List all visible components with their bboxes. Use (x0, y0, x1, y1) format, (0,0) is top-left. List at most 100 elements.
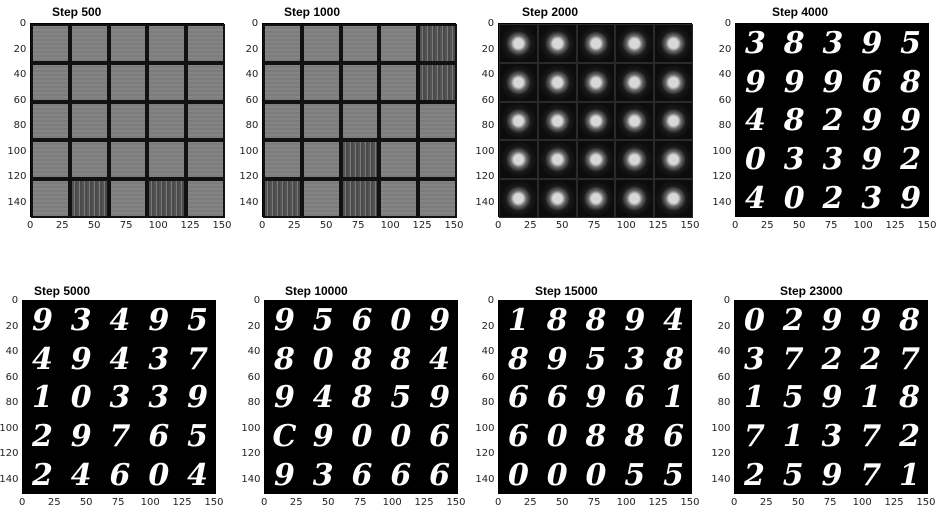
sample-cell: 9 (420, 379, 459, 418)
digit-glyph: 3 (821, 419, 843, 455)
y-tick-label: 40 (13, 69, 27, 81)
digit-glyph: 5 (187, 302, 209, 338)
sample-cell (301, 24, 341, 63)
sample-cell (654, 179, 693, 218)
sample-cell: 9 (891, 102, 930, 141)
sample-cell: 5 (178, 417, 217, 456)
y-tick-label: 100 (7, 145, 27, 157)
sample-cell (301, 101, 341, 141)
sample-cell: 9 (265, 301, 304, 340)
digit-glyph: 3 (861, 181, 883, 217)
y-tick-label: 60 (247, 371, 261, 383)
sample-image (30, 23, 225, 218)
sample-cell (340, 62, 380, 102)
x-tick-label: 150 (916, 497, 936, 508)
sample-cell (301, 140, 341, 180)
x-tick-label: 100 (616, 497, 636, 508)
digit-glyph: 8 (783, 103, 805, 139)
digit-glyph: 9 (31, 302, 53, 338)
x-tick-label: 0 (495, 497, 502, 508)
digit-glyph: 5 (782, 380, 804, 416)
x-tick-label: 75 (824, 220, 838, 231)
sample-cell: 9 (775, 63, 814, 102)
sample-cell: 4 (101, 340, 140, 379)
sample-cell: 0 (499, 456, 538, 495)
digit-glyph: 2 (860, 341, 882, 377)
sample-cell: 6 (615, 379, 654, 418)
sample-cell: 3 (101, 379, 140, 418)
sample-cell (379, 62, 419, 102)
sample-cell: 9 (265, 456, 304, 495)
digit-glyph: 9 (312, 419, 334, 455)
digit-glyph: 8 (783, 25, 805, 61)
digit-glyph: 9 (187, 380, 209, 416)
sample-cell (654, 101, 693, 141)
sample-cell: 2 (851, 340, 890, 379)
sample-cell: 9 (615, 301, 654, 340)
sample-cell: 0 (735, 301, 774, 340)
sample-cell: 3 (736, 24, 775, 63)
sample-cell: 8 (891, 63, 930, 102)
digit-glyph: 7 (860, 419, 882, 455)
sample-cell: 0 (62, 379, 101, 418)
digit-glyph: 8 (351, 380, 373, 416)
sample-cell: 9 (62, 417, 101, 456)
digit-glyph: 1 (31, 380, 53, 416)
sample-cell: 2 (735, 456, 774, 495)
sample-cell: 4 (62, 456, 101, 495)
digit-glyph: 5 (624, 458, 646, 494)
sample-cell: 8 (538, 301, 577, 340)
sample-cell: 8 (775, 102, 814, 141)
sample-cell: 9 (852, 140, 891, 179)
sample-cell (340, 101, 380, 141)
digit-glyph: 8 (273, 341, 295, 377)
sample-cell: 2 (814, 179, 853, 218)
digit-glyph: 4 (744, 181, 766, 217)
sample-cell: 8 (343, 340, 382, 379)
digit-glyph: 6 (429, 419, 451, 455)
y-tick-label: 140 (711, 473, 731, 485)
sample-cell: 3 (814, 24, 853, 63)
digit-glyph: 4 (109, 341, 131, 377)
x-tick-label: 150 (446, 497, 466, 508)
sample-cell: 9 (852, 24, 891, 63)
sample-cell: 4 (736, 179, 775, 218)
digit-glyph: 9 (273, 458, 295, 494)
digit-glyph: 6 (507, 380, 529, 416)
sample-cell (186, 62, 225, 102)
sample-cell: 0 (343, 417, 382, 456)
digit-glyph: 8 (899, 302, 921, 338)
y-tick-label: 40 (5, 346, 19, 358)
y-tick-label: 20 (5, 320, 19, 332)
x-tick-label: 50 (319, 220, 333, 231)
sample-cell: 4 (654, 301, 693, 340)
digit-glyph: 6 (148, 419, 170, 455)
digit-glyph: 0 (546, 458, 568, 494)
sample-cell: 7 (101, 417, 140, 456)
x-tick-label: 75 (587, 497, 601, 508)
digit-glyph: 9 (273, 302, 295, 338)
y-tick-label: 60 (718, 94, 732, 106)
y-tick-label: 140 (712, 196, 732, 208)
sample-cell (576, 62, 616, 102)
x-tick-label: 100 (853, 220, 873, 231)
sample-cell: 6 (852, 63, 891, 102)
digit-glyph: 6 (429, 458, 451, 494)
digit-glyph: 5 (390, 380, 412, 416)
y-tick-label: 100 (475, 145, 495, 157)
digit-glyph: 6 (861, 64, 883, 100)
x-tick-label: 25 (55, 220, 69, 231)
sample-cell (69, 62, 109, 102)
y-tick-label: 80 (481, 120, 495, 132)
y-tick-label: 80 (13, 120, 27, 132)
y-tick-label: 100 (712, 145, 732, 157)
x-tick-label: 150 (444, 220, 464, 231)
sample-cell (654, 24, 693, 63)
digit-glyph: 2 (31, 419, 53, 455)
y-tick-label: 100 (241, 422, 261, 434)
digit-glyph: 9 (429, 302, 451, 338)
x-tick-label: 75 (111, 497, 125, 508)
sample-cell: 0 (736, 140, 775, 179)
y-tick-label: 0 (487, 295, 495, 307)
